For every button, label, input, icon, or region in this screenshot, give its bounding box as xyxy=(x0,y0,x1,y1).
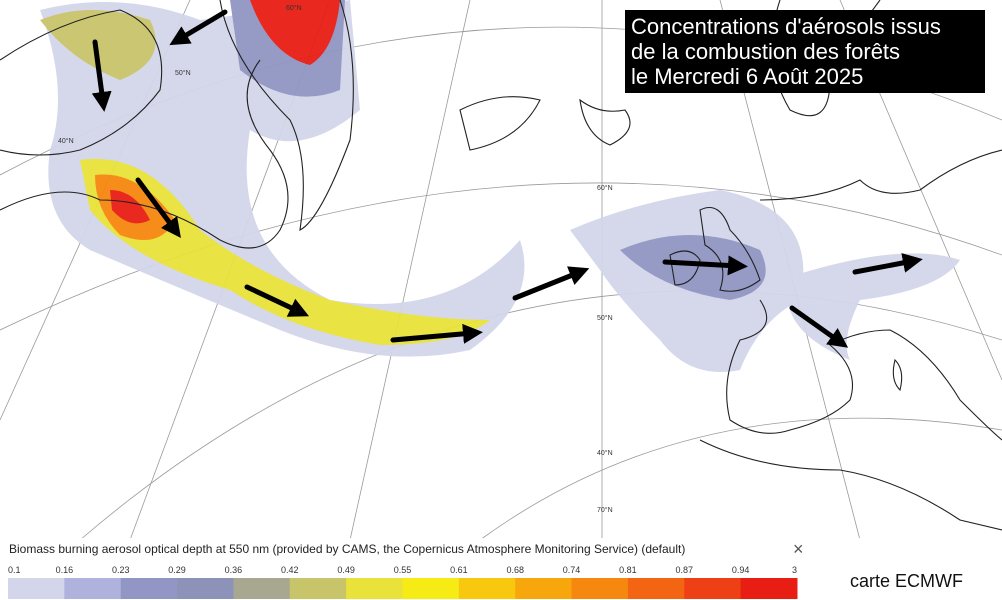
latitude-label: 40°N xyxy=(58,137,74,145)
color-swatch xyxy=(177,578,234,599)
title: Concentrations d'aérosols issus de la co… xyxy=(631,14,941,89)
color-swatch xyxy=(64,578,122,599)
credit: carte ECMWF xyxy=(850,571,963,591)
close-button[interactable]: × xyxy=(793,539,804,559)
title-box xyxy=(625,10,985,93)
color-swatch xyxy=(740,578,798,599)
legend-tick-label: 0.87 xyxy=(676,565,694,575)
title-line: Concentrations d'aérosols issus xyxy=(631,14,941,39)
legend-tick-label: 0.16 xyxy=(56,565,74,575)
coastline xyxy=(759,149,1002,201)
legend-tick-label: 3 xyxy=(792,565,797,575)
legend-tick-label: 0.1 xyxy=(8,565,21,575)
color-swatch xyxy=(684,578,742,599)
latitude-label: 70°N xyxy=(597,506,613,514)
plume-very-high xyxy=(110,190,150,224)
color-bar: 0.1 0.16 0.23 0.29 0.36 0.42 0.49 0.55 0.61 0.68 0… xyxy=(8,565,798,599)
legend-title: Biomass burning aerosol optical depth at… xyxy=(9,542,685,556)
legend-tick-label: 0.94 xyxy=(732,565,750,575)
coastline xyxy=(459,96,541,151)
legend-tick-label: 0.23 xyxy=(112,565,130,575)
smoke-plume xyxy=(40,0,960,372)
arrow xyxy=(852,253,923,275)
legend-tick-label: 0.74 xyxy=(563,565,581,575)
legend-tick-label: 0.61 xyxy=(450,565,468,575)
great-britain xyxy=(699,206,761,292)
island xyxy=(892,358,903,392)
arrow xyxy=(169,9,228,46)
latitude-label: 50°N xyxy=(597,314,613,322)
coastline xyxy=(0,9,163,156)
arrow xyxy=(789,305,849,348)
color-swatch xyxy=(515,578,573,599)
coastline xyxy=(0,59,289,249)
arrow xyxy=(135,177,181,239)
arrow xyxy=(244,284,310,317)
legend-tick-label: 0.68 xyxy=(506,565,524,575)
color-swatch xyxy=(627,578,685,599)
legend-tick-label: 0.55 xyxy=(394,565,412,575)
plume-mid xyxy=(620,235,766,300)
color-swatch xyxy=(458,578,516,599)
transport-arrows xyxy=(91,9,923,348)
color-swatch xyxy=(120,578,178,599)
latitude-label: 50°N xyxy=(175,69,191,77)
coastline xyxy=(219,0,354,231)
legend-tick-label: 0.29 xyxy=(168,565,186,575)
color-swatch xyxy=(8,578,65,599)
iceland xyxy=(579,98,631,146)
title-line: le Mercredi 6 Août 2025 xyxy=(631,64,863,89)
latitude-labels: 60°N 50°N 40°N 70°N 50°N 40°N 60°N xyxy=(58,4,613,514)
legend-tick-label: 0.42 xyxy=(281,565,299,575)
plume-very-high xyxy=(250,0,340,65)
arrow xyxy=(91,39,112,112)
color-swatch xyxy=(233,578,291,599)
parallel xyxy=(479,417,1002,541)
ireland xyxy=(669,250,701,286)
color-swatch xyxy=(402,578,460,599)
arrow xyxy=(512,266,590,301)
color-swatch xyxy=(289,578,347,599)
latitude-label: 40°N xyxy=(597,449,613,457)
legend-tick-label: 0.49 xyxy=(337,565,355,575)
latitude-label: 60°N xyxy=(286,4,302,12)
plume-low xyxy=(40,0,525,357)
meridian xyxy=(349,0,471,541)
coastline xyxy=(699,439,1002,531)
color-swatch xyxy=(571,578,629,599)
arrow xyxy=(662,255,748,276)
legend-tick-label: 0.81 xyxy=(619,565,637,575)
latitude-label: 60°N xyxy=(597,184,613,192)
color-swatch xyxy=(346,578,403,599)
arrow xyxy=(390,323,483,344)
title-line: de la combustion des forêts xyxy=(631,39,900,64)
legend-tick-label: 0.36 xyxy=(225,565,243,575)
coastline xyxy=(726,299,1002,441)
